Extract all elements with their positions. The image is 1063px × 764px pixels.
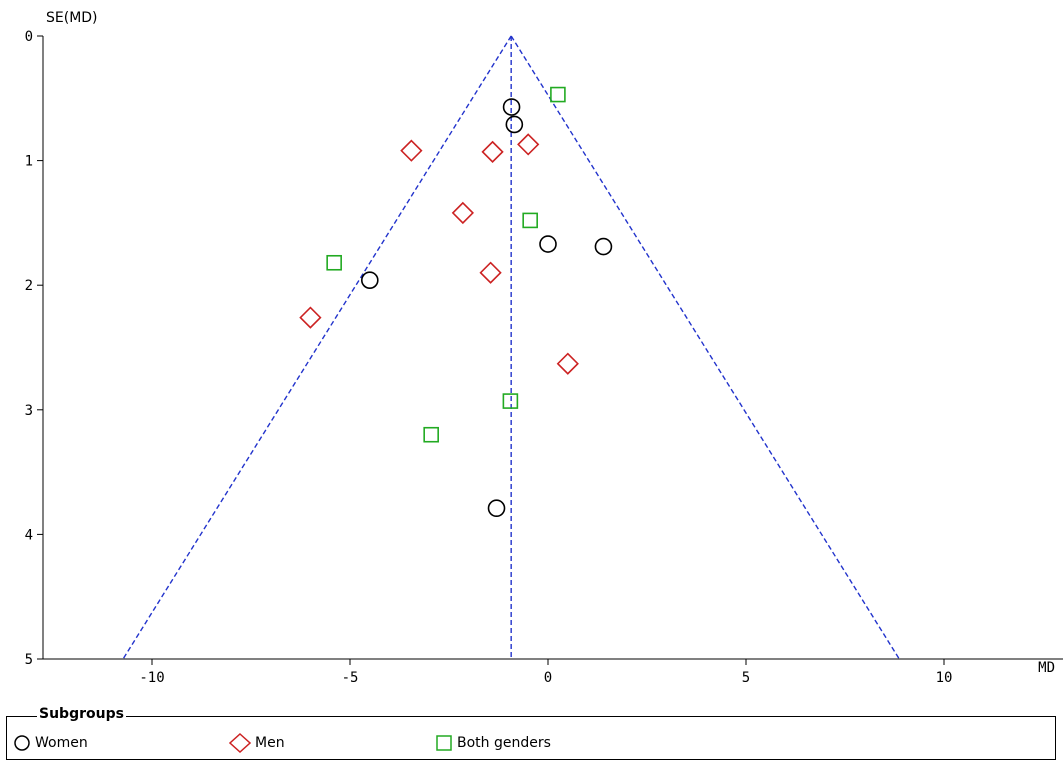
- legend-label: Both genders: [457, 735, 551, 751]
- y-tick-label: 4: [25, 527, 33, 543]
- legend: Subgroups Women Men Both genders: [6, 706, 1056, 760]
- funnel-left-limit: [122, 35, 512, 660]
- point-men: [517, 133, 540, 156]
- y-tick-label: 3: [25, 403, 33, 419]
- diamond-marker-icon: [229, 733, 251, 753]
- data-points: [299, 86, 613, 518]
- point-women: [487, 499, 506, 518]
- point-men: [400, 139, 423, 162]
- y-axis-title: SE(MD): [46, 10, 98, 26]
- y-tick-label: 0: [25, 29, 33, 45]
- point-both-genders: [423, 426, 439, 443]
- legend-title: Subgroups: [37, 706, 126, 722]
- point-women: [360, 271, 379, 290]
- legend-label: Women: [35, 735, 88, 751]
- point-both-genders: [326, 254, 342, 271]
- y-tick-label: 2: [25, 278, 33, 294]
- y-tick-label: 5: [25, 652, 33, 668]
- x-tick-label: -10: [139, 670, 164, 686]
- x-tick-label: 0: [544, 670, 552, 686]
- point-both-genders: [522, 212, 538, 229]
- point-men: [479, 261, 502, 284]
- legend-item-men: Men: [229, 733, 285, 753]
- point-men: [299, 306, 322, 329]
- funnel-right-limit: [510, 35, 900, 660]
- x-axis-title: MD: [1038, 660, 1055, 676]
- square-marker-icon: [436, 735, 452, 751]
- y-tick-label: 1: [25, 154, 33, 170]
- axes: 0 1 2 3 4 5 -10 -5 0 5 10: [25, 29, 1063, 686]
- x-tick-label: 5: [742, 670, 750, 686]
- legend-label: Men: [255, 735, 285, 751]
- point-men: [556, 352, 579, 375]
- point-women: [539, 235, 557, 253]
- point-women: [594, 237, 613, 256]
- point-men: [451, 201, 474, 225]
- circle-marker-icon: [14, 735, 30, 751]
- x-tick-label: -5: [342, 670, 359, 686]
- x-tick-label: 10: [936, 670, 953, 686]
- legend-item-women: Women: [13, 734, 88, 752]
- legend-item-both-genders: Both genders: [435, 734, 551, 752]
- point-women: [505, 115, 524, 134]
- point-women: [502, 98, 521, 116]
- point-both-genders: [550, 86, 566, 103]
- point-both-genders: [502, 393, 519, 409]
- funnel-plot: 0 1 2 3 4 5 -10 -5 0 5 10 SE(MD) MD: [25, 10, 1063, 686]
- point-men: [481, 140, 504, 164]
- funnel-lines: [122, 35, 900, 660]
